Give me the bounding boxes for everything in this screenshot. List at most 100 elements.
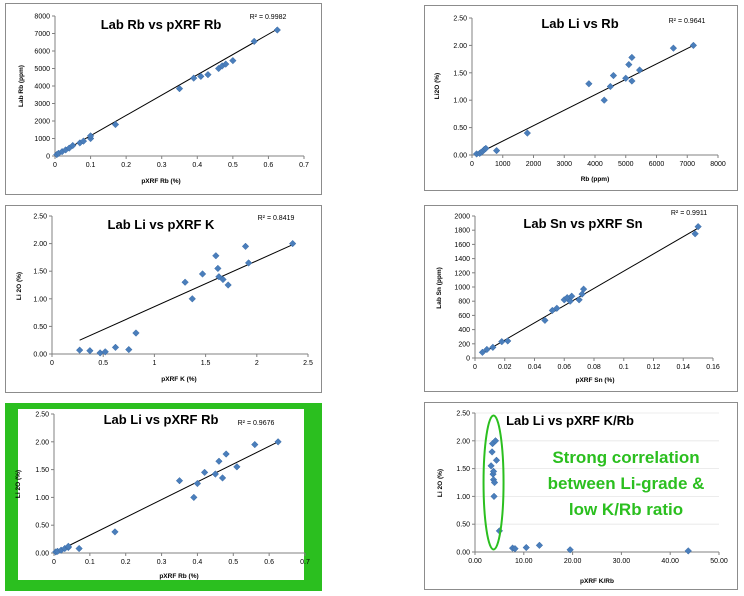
x-tick-label: 0 (52, 559, 56, 566)
x-tick-label: 4000 (587, 161, 603, 168)
data-point (212, 252, 220, 260)
x-tick-label: 1.5 (201, 360, 211, 367)
trendline (53, 441, 279, 554)
y-tick-label: 3000 (34, 101, 50, 108)
chart-panel-5: 0 0.1 0.2 0.3 0.4 0.5 0.6 0.7 0.00 0.50 1.00 1.50 2.… (5, 403, 322, 591)
data-point (181, 278, 189, 286)
y-axis-label: Li 2O (%) (16, 272, 23, 300)
annotation-text: low K/Rb ratio (569, 500, 683, 519)
data-point (101, 348, 109, 356)
data-point (579, 285, 588, 293)
y-tick-label: 0.00 (33, 352, 47, 359)
data-point (219, 275, 227, 284)
x-tick-label: 6000 (649, 161, 665, 168)
chart-title: Lab Li vs pXRF K/Rb (506, 413, 634, 428)
data-point (250, 37, 258, 46)
data-point (190, 493, 198, 502)
trendline (482, 227, 699, 354)
y-tick-label: 7000 (34, 31, 50, 38)
data-point (694, 222, 702, 231)
chart-lab-li-vs-pxrf-rb: 0 0.1 0.2 0.3 0.4 0.5 0.6 0.7 0.00 0.50 1.00 1.50 2.… (15, 412, 310, 581)
r-squared-label: R² = 0.9982 (250, 14, 287, 21)
x-tick-label: 20.00 (564, 558, 582, 565)
r-squared-label: R² = 0.8419 (258, 215, 295, 222)
y-tick-label: 0.00 (35, 551, 49, 558)
x-tick-label: 30.00 (613, 558, 631, 565)
data-point (489, 467, 498, 476)
data-point (175, 84, 184, 93)
y-tick-label: 2.50 (35, 412, 49, 419)
x-tick-label: 0 (473, 364, 477, 371)
data-point (691, 230, 699, 238)
y-tick-label: 1800 (454, 228, 470, 235)
annotation-text: Strong correlation (552, 448, 699, 467)
data-point (273, 26, 281, 34)
data-point (498, 338, 506, 346)
data-point (487, 462, 495, 470)
y-tick-label: 1400 (454, 256, 470, 263)
chart-lab-li-vs-pxrf-k: 0 0.5 1 1.5 2 2.5 0.00 0.50 1.00 1.50 2.00 2.50 Lab … (16, 214, 313, 384)
data-point (488, 448, 496, 456)
data-point (229, 56, 237, 65)
data-point (669, 44, 678, 52)
data-point (190, 74, 198, 82)
y-tick-label: 2000 (34, 119, 50, 126)
data-point (75, 544, 83, 553)
x-tick-label: 0.06 (557, 364, 571, 371)
x-tick-label: 0.2 (121, 162, 131, 169)
data-point (566, 546, 574, 554)
chart-panel-4: 0 0.02 0.04 0.06 0.08 0.1 0.12 0.14 0.16 0 200 400 6… (424, 205, 738, 392)
data-point (111, 528, 119, 536)
data-point (541, 316, 549, 325)
y-tick-label: 1000 (454, 285, 470, 292)
r-squared-label: R² = 0.9641 (669, 18, 706, 25)
x-axis-label: pXRF K/Rb (580, 578, 614, 585)
data-point (535, 541, 544, 549)
data-point (511, 545, 519, 553)
data-point (215, 273, 223, 281)
data-point (214, 264, 222, 273)
x-tick-label: 0.1 (85, 559, 95, 566)
trendline (474, 44, 694, 156)
y-tick-label: 600 (458, 313, 470, 320)
y-axis-label: Lab Sn (ppm) (436, 267, 443, 309)
x-tick-label: 3000 (556, 161, 572, 168)
data-point (96, 349, 104, 357)
data-point (482, 144, 490, 153)
data-point (600, 96, 608, 104)
x-tick-label: 2000 (526, 161, 542, 168)
x-tick-label: 0.16 (706, 364, 720, 371)
data-point (233, 463, 241, 471)
data-point (492, 146, 501, 155)
x-tick-label: 0.3 (157, 559, 167, 566)
y-axis-label: Lab Rb (ppm) (18, 65, 25, 107)
r-squared-label: R² = 0.9676 (238, 420, 275, 427)
chart-lab-rb-vs-pxrf-rb: 0 0.1 0.2 0.3 0.4 0.5 0.6 0.7 0 1000 2000 3000 4000 5… (18, 14, 309, 186)
y-tick-label: 0.50 (453, 125, 467, 132)
x-tick-label: 50.00 (710, 558, 728, 565)
chart-panel-1: 0 0.1 0.2 0.3 0.4 0.5 0.6 0.7 0 1000 2000 3000 4000 5… (5, 3, 322, 195)
y-tick-label: 0.50 (33, 324, 47, 331)
data-point (69, 141, 77, 150)
x-tick-label: 0.2 (121, 559, 131, 566)
data-point (222, 60, 230, 68)
data-point (200, 468, 209, 477)
y-tick-label: 2.50 (453, 16, 467, 23)
data-point (491, 437, 500, 445)
data-point (211, 470, 220, 478)
x-tick-label: 0.7 (300, 559, 310, 566)
data-point (193, 479, 202, 488)
y-axis-label: Li2O (%) (434, 73, 441, 99)
data-point (125, 345, 133, 354)
x-tick-label: 0.00 (468, 558, 482, 565)
x-tick-label: 0.6 (264, 162, 274, 169)
chart-panel-3: 0 0.5 1 1.5 2 2.5 0.00 0.50 1.00 1.50 2.00 2.50 Lab … (5, 205, 322, 393)
y-tick-label: 6000 (34, 49, 50, 56)
x-tick-label: 0.4 (192, 162, 202, 169)
data-point (241, 242, 250, 251)
y-tick-label: 1600 (454, 242, 470, 249)
data-point (568, 292, 576, 300)
y-tick-label: 1.50 (33, 269, 47, 276)
chart-lab-li-vs-rb: 0 1000 2000 3000 4000 5000 6000 7000 8000 0.00 0.5… (434, 16, 726, 184)
chart-panel-2: 0 1000 2000 3000 4000 5000 6000 7000 8000 0.00 0.5… (424, 5, 738, 191)
